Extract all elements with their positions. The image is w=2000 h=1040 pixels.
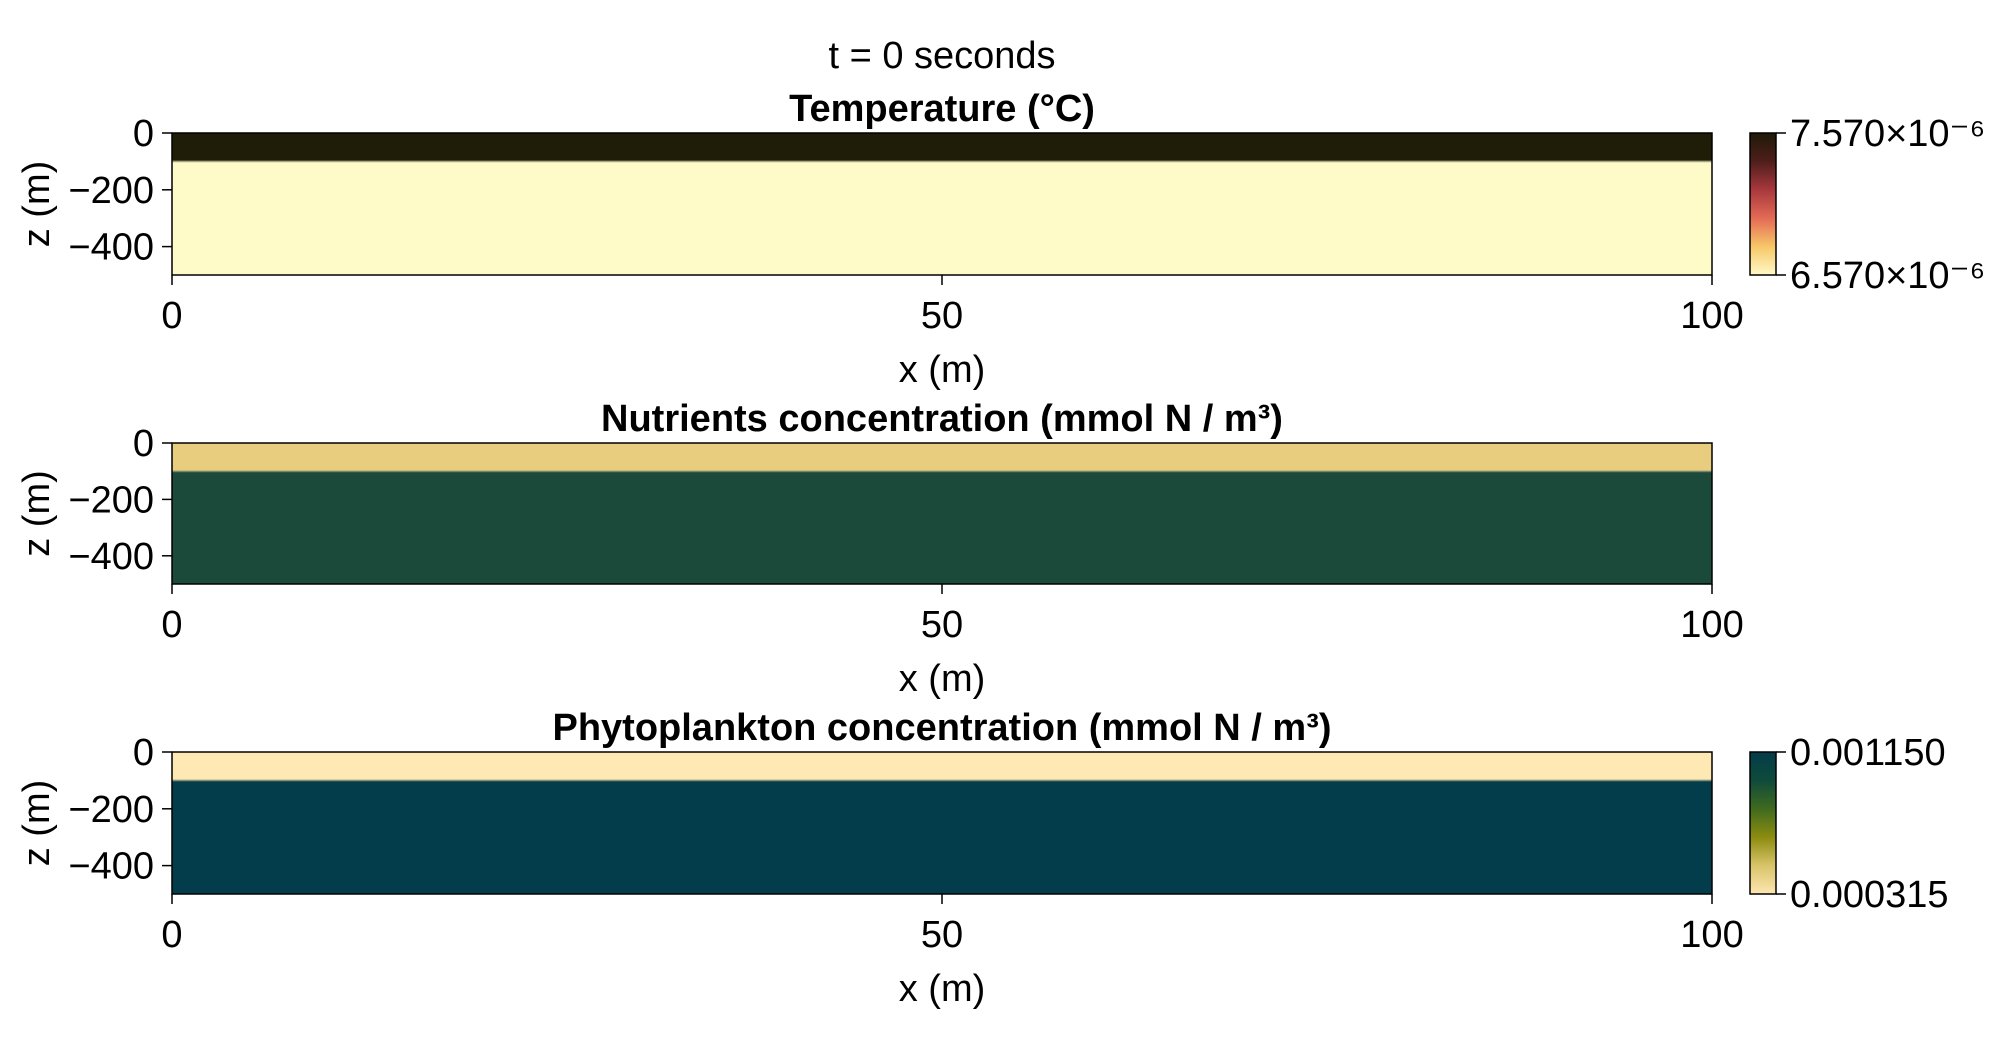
heatmap-layer bbox=[172, 780, 1712, 894]
panel-title: Temperature (°C) bbox=[789, 88, 1095, 130]
colorbar-max-label: 0.001150 bbox=[1790, 732, 1946, 774]
panel-2: Nutrients concentration (mmol N / m³) 0 50… bbox=[16, 398, 1744, 700]
panel-3: Phytoplankton concentration (mmol N / m³… bbox=[16, 707, 1949, 1010]
y-tick-label: −200 bbox=[68, 170, 154, 212]
x-tick-label: 0 bbox=[161, 914, 182, 956]
y-tick-label: −200 bbox=[68, 789, 154, 831]
heatmap-layer bbox=[172, 161, 1712, 275]
x-tick-label: 50 bbox=[921, 295, 963, 337]
x-tick-label: 50 bbox=[921, 914, 963, 956]
colorbar-min-label: 0.000315 bbox=[1790, 874, 1949, 916]
figure-suptitle: t = 0 seconds bbox=[828, 35, 1055, 77]
y-tick-label: −400 bbox=[68, 227, 154, 269]
heatmap-layer bbox=[172, 752, 1712, 781]
y-tick-label: −200 bbox=[68, 479, 154, 521]
y-axis-label: z (m) bbox=[16, 161, 58, 248]
colorbar bbox=[1749, 132, 1777, 276]
heatmap-layer bbox=[172, 471, 1712, 584]
x-tick-label: 50 bbox=[921, 604, 963, 646]
colorbar bbox=[1749, 751, 1777, 895]
y-tick-label: 0 bbox=[133, 732, 154, 774]
y-axis-label: z (m) bbox=[16, 470, 58, 557]
panel-title: Phytoplankton concentration (mmol N / m³… bbox=[552, 707, 1331, 749]
x-axis-label: x (m) bbox=[899, 349, 986, 391]
x-tick-label: 100 bbox=[1680, 295, 1743, 337]
y-tick-label: 0 bbox=[133, 113, 154, 155]
y-axis-label: z (m) bbox=[16, 780, 58, 867]
heatmap-layer bbox=[172, 133, 1712, 162]
x-tick-label: 0 bbox=[161, 604, 182, 646]
colorbar-max-label: 7.570×10⁻⁶ bbox=[1790, 113, 1985, 155]
x-tick-label: 100 bbox=[1680, 914, 1743, 956]
panel-title: Nutrients concentration (mmol N / m³) bbox=[601, 398, 1283, 440]
x-tick-label: 0 bbox=[161, 295, 182, 337]
x-axis-label: x (m) bbox=[899, 658, 986, 700]
colorbar-min-label: 6.570×10⁻⁶ bbox=[1790, 255, 1985, 297]
y-tick-label: −400 bbox=[68, 536, 154, 578]
x-axis-label: x (m) bbox=[899, 968, 986, 1010]
panel-1: Temperature (°C) 0 50 100 0 −200 −400 x (m) z (m… bbox=[16, 88, 1985, 391]
y-tick-label: 0 bbox=[133, 423, 154, 465]
y-tick-label: −400 bbox=[68, 846, 154, 888]
x-tick-label: 100 bbox=[1680, 604, 1743, 646]
heatmap-layer bbox=[172, 443, 1712, 472]
